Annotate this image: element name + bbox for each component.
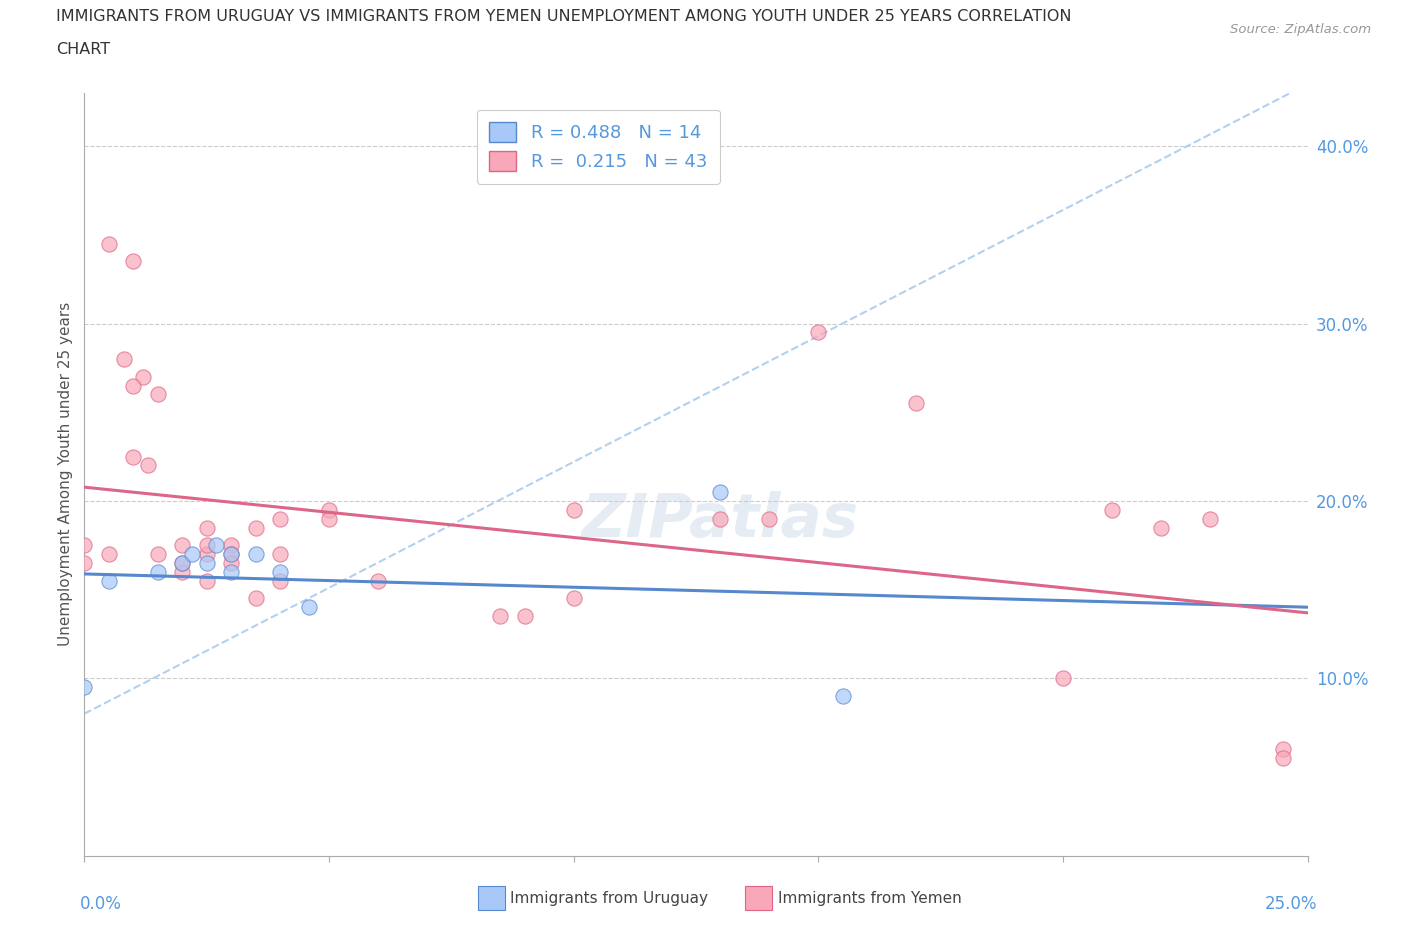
Point xyxy=(132,369,155,384)
Point xyxy=(709,512,731,526)
Point xyxy=(709,485,731,499)
Point xyxy=(1150,520,1173,535)
Y-axis label: Unemployment Among Youth under 25 years: Unemployment Among Youth under 25 years xyxy=(58,302,73,646)
Point xyxy=(122,254,145,269)
Point xyxy=(112,352,135,366)
Point xyxy=(1198,512,1220,526)
Point xyxy=(807,325,830,339)
Point xyxy=(219,538,242,552)
Point xyxy=(1272,742,1295,757)
Point xyxy=(195,573,218,588)
Point xyxy=(195,520,218,535)
Point xyxy=(73,680,96,695)
Text: CHART: CHART xyxy=(56,42,110,57)
Point xyxy=(172,565,194,579)
Point xyxy=(219,547,242,562)
Point xyxy=(97,547,120,562)
Point xyxy=(219,565,242,579)
Text: 25.0%: 25.0% xyxy=(1265,895,1317,912)
Point xyxy=(831,688,853,703)
Point xyxy=(205,538,228,552)
Point xyxy=(136,458,159,472)
Point xyxy=(318,502,340,517)
Point xyxy=(298,600,321,615)
Text: IMMIGRANTS FROM URUGUAY VS IMMIGRANTS FROM YEMEN UNEMPLOYMENT AMONG YOUTH UNDER : IMMIGRANTS FROM URUGUAY VS IMMIGRANTS FR… xyxy=(56,9,1071,24)
Point xyxy=(269,565,291,579)
Point xyxy=(122,449,145,464)
Point xyxy=(269,547,291,562)
Text: ZIPatlas: ZIPatlas xyxy=(582,490,859,550)
Point xyxy=(269,573,291,588)
Point xyxy=(562,502,585,517)
Point xyxy=(146,565,169,579)
Point xyxy=(758,512,780,526)
Point xyxy=(318,512,340,526)
Point xyxy=(146,547,169,562)
Point xyxy=(219,555,242,570)
Point xyxy=(513,609,536,624)
Legend: R = 0.488   N = 14, R =  0.215   N = 43: R = 0.488 N = 14, R = 0.215 N = 43 xyxy=(477,110,720,184)
Text: Immigrants from Yemen: Immigrants from Yemen xyxy=(778,891,962,906)
Point xyxy=(146,387,169,402)
Point xyxy=(245,591,267,605)
Point xyxy=(73,538,96,552)
Point xyxy=(562,591,585,605)
Point xyxy=(73,555,96,570)
Point xyxy=(195,547,218,562)
Point xyxy=(195,538,218,552)
Point xyxy=(1052,671,1074,685)
Point xyxy=(97,573,120,588)
Point xyxy=(195,555,218,570)
Text: Source: ZipAtlas.com: Source: ZipAtlas.com xyxy=(1230,23,1371,36)
Point xyxy=(245,547,267,562)
Point xyxy=(905,396,928,411)
Point xyxy=(97,236,120,251)
Point xyxy=(172,538,194,552)
Point xyxy=(172,555,194,570)
Text: Immigrants from Uruguay: Immigrants from Uruguay xyxy=(510,891,709,906)
Point xyxy=(245,520,267,535)
Point xyxy=(181,547,204,562)
Point xyxy=(489,609,512,624)
Point xyxy=(1272,751,1295,765)
Text: 0.0%: 0.0% xyxy=(80,895,121,912)
Point xyxy=(269,512,291,526)
Point xyxy=(122,379,145,393)
Point xyxy=(367,573,389,588)
Point xyxy=(1101,502,1123,517)
Point xyxy=(219,547,242,562)
Point xyxy=(172,555,194,570)
